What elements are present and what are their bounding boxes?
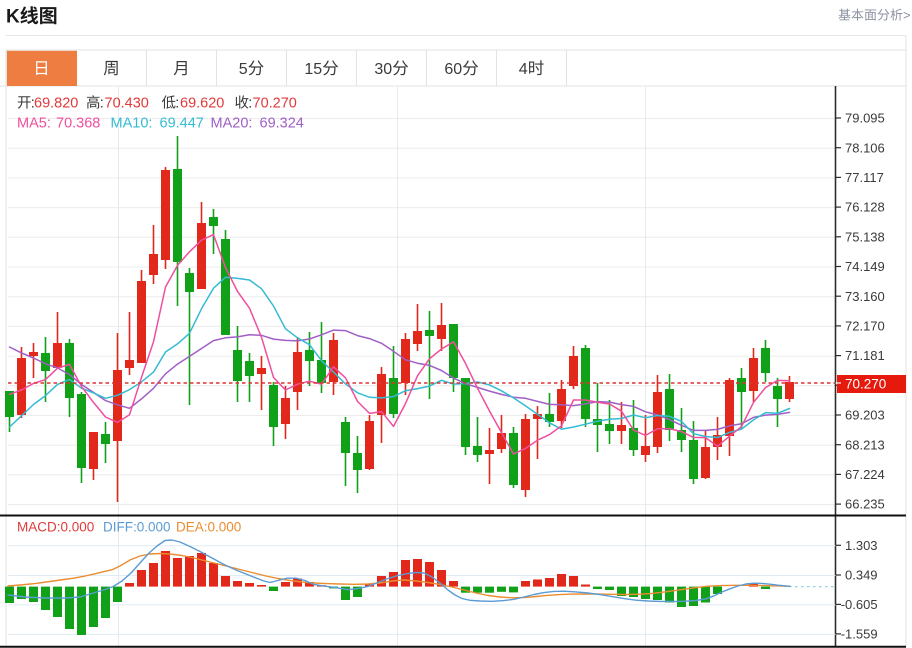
svg-text:71.181: 71.181 bbox=[845, 348, 885, 363]
svg-text:73.160: 73.160 bbox=[845, 289, 885, 304]
svg-text:MACD:0.000: MACD:0.000 bbox=[17, 520, 94, 535]
svg-text:MA20:: MA20: bbox=[211, 116, 253, 132]
svg-text:30: 30 bbox=[374, 61, 392, 78]
svg-text:75.138: 75.138 bbox=[845, 229, 885, 244]
svg-text:70.368: 70.368 bbox=[56, 116, 100, 132]
svg-text:1.303: 1.303 bbox=[845, 538, 878, 553]
svg-text:69.620: 69.620 bbox=[180, 96, 224, 112]
svg-text:DIFF:0.000: DIFF:0.000 bbox=[103, 520, 171, 535]
svg-text:72.170: 72.170 bbox=[845, 319, 885, 334]
svg-text:K: K bbox=[6, 7, 20, 28]
svg-text:69.820: 69.820 bbox=[34, 96, 78, 112]
svg-text:76.128: 76.128 bbox=[845, 200, 885, 215]
svg-text:4: 4 bbox=[519, 61, 528, 78]
svg-text:0.349: 0.349 bbox=[845, 568, 878, 583]
svg-text:DEA:0.000: DEA:0.000 bbox=[176, 520, 241, 535]
svg-text::: : bbox=[175, 96, 179, 112]
svg-text:74.149: 74.149 bbox=[845, 259, 885, 274]
svg-text::: : bbox=[248, 96, 252, 112]
svg-text:>: > bbox=[903, 8, 911, 23]
svg-text:15: 15 bbox=[304, 61, 322, 78]
svg-text:70.270: 70.270 bbox=[253, 96, 297, 112]
svg-text:66.235: 66.235 bbox=[845, 497, 885, 512]
svg-text:MA10:: MA10: bbox=[111, 116, 153, 132]
svg-text:79.095: 79.095 bbox=[845, 111, 885, 126]
svg-text:-0.605: -0.605 bbox=[841, 597, 878, 612]
svg-text:67.224: 67.224 bbox=[845, 467, 885, 482]
svg-text:69.324: 69.324 bbox=[260, 116, 304, 132]
svg-text:69.447: 69.447 bbox=[160, 116, 204, 132]
svg-text:68.213: 68.213 bbox=[845, 437, 885, 452]
svg-text:70.270: 70.270 bbox=[845, 377, 886, 392]
svg-text::: : bbox=[31, 96, 35, 112]
svg-text:70.430: 70.430 bbox=[105, 96, 149, 112]
svg-text:5: 5 bbox=[239, 61, 248, 78]
svg-text:78.106: 78.106 bbox=[845, 140, 885, 155]
svg-text:MA5:: MA5: bbox=[17, 116, 51, 132]
svg-text:69.203: 69.203 bbox=[845, 408, 885, 423]
svg-text:60: 60 bbox=[444, 61, 462, 78]
svg-text:-1.559: -1.559 bbox=[841, 627, 878, 642]
svg-text::: : bbox=[100, 96, 104, 112]
svg-text:77.117: 77.117 bbox=[845, 170, 884, 185]
